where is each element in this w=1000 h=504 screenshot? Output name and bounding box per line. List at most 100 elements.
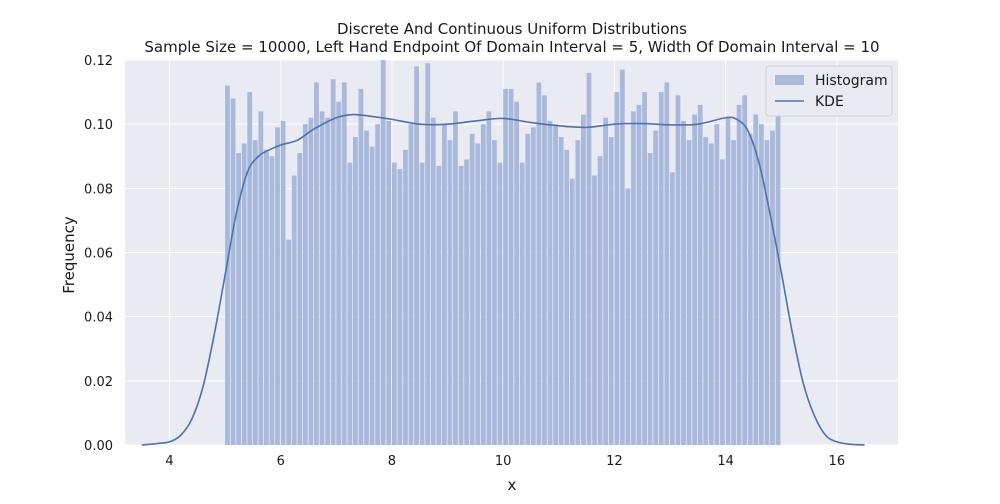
histogram-bar	[436, 165, 442, 445]
histogram-bar	[314, 82, 319, 445]
x-tick-label: 10	[495, 454, 512, 469]
histogram-bar	[230, 98, 236, 445]
histogram-bar	[441, 124, 447, 446]
histogram-bar	[714, 124, 720, 446]
histogram-bar	[697, 104, 703, 446]
histogram-bar	[675, 95, 681, 446]
histogram-bar	[302, 124, 308, 446]
histogram-bar	[619, 69, 625, 445]
x-tick-label: 6	[277, 454, 285, 469]
histogram-bar	[758, 124, 764, 446]
histogram-bar	[275, 127, 280, 445]
histogram-bar	[364, 130, 369, 446]
histogram-bar	[547, 120, 553, 445]
x-tick-label: 14	[717, 454, 734, 469]
histogram-bar	[653, 130, 659, 446]
chart-title: Discrete And Continuous Uniform Distribu…	[337, 20, 687, 38]
histogram-bar	[742, 95, 748, 446]
histogram-bar	[564, 149, 570, 446]
y-tick-label: 0.08	[84, 182, 113, 197]
histogram-bar	[492, 140, 497, 446]
histogram-bar	[486, 111, 492, 445]
histogram-bar	[764, 140, 770, 446]
histogram-bar	[319, 111, 325, 445]
histogram-bar	[291, 175, 297, 445]
histogram-bar	[497, 162, 503, 445]
histogram-bar	[569, 178, 575, 446]
histogram-bar	[269, 156, 275, 445]
histogram-bar	[681, 120, 686, 445]
histogram-bar	[519, 162, 525, 445]
x-tick-label: 8	[388, 454, 396, 469]
histogram-bar	[247, 92, 253, 445]
histogram-bar	[308, 117, 314, 445]
histogram-bar	[603, 117, 609, 445]
histogram-bar	[353, 137, 358, 445]
y-tick-labels: 0.00 0.02 0.04 0.06 0.08 0.10 0.12	[84, 54, 113, 454]
histogram-bar	[297, 153, 303, 445]
histogram-bar	[636, 104, 642, 446]
y-tick-label: 0.02	[84, 375, 113, 390]
histogram-bar	[386, 120, 392, 445]
histogram-bar	[453, 111, 458, 445]
histogram-bar	[525, 133, 531, 445]
histogram-bar	[369, 146, 375, 445]
histogram-bar	[597, 156, 603, 445]
histogram-bar	[542, 95, 547, 446]
histogram-bar	[664, 82, 670, 445]
histogram-bar	[536, 82, 542, 445]
histogram-bar	[631, 111, 636, 445]
histogram-bar	[647, 153, 653, 445]
histogram-bar	[558, 137, 564, 445]
histogram-bars	[225, 60, 781, 446]
histogram-bar	[608, 137, 614, 445]
histogram-bar	[747, 133, 753, 445]
histogram-bar	[397, 169, 403, 446]
histogram-bar	[642, 92, 647, 445]
histogram-bar	[669, 172, 675, 445]
histogram-bar	[514, 101, 520, 445]
y-tick-label: 0.04	[84, 311, 113, 326]
histogram-bar	[258, 111, 264, 445]
histogram-bar	[464, 159, 469, 446]
x-tick-label: 4	[165, 454, 173, 469]
histogram-bar	[280, 120, 286, 445]
legend-histogram-swatch	[775, 75, 804, 85]
histogram-bar	[753, 114, 759, 446]
histogram-bar	[341, 82, 347, 445]
x-tick-label: 16	[829, 454, 846, 469]
y-tick-label: 0.06	[84, 247, 113, 262]
histogram-bar	[725, 117, 731, 445]
histogram-bar	[553, 124, 558, 446]
histogram-bar	[325, 117, 330, 445]
histogram-bar	[419, 162, 425, 445]
histogram-bar	[736, 104, 742, 446]
x-tick-labels: 4 6 8 10 12 14 16	[165, 454, 845, 469]
histogram-bar	[425, 63, 431, 445]
histogram-bar	[375, 124, 381, 446]
histogram-bar	[403, 149, 408, 446]
histogram-bar	[347, 162, 353, 445]
histogram-bar	[703, 137, 709, 445]
histogram-bar	[469, 133, 475, 445]
histogram-bar	[241, 143, 247, 445]
histogram-bar	[236, 153, 241, 445]
histogram-bar	[414, 66, 419, 446]
histogram-bar	[770, 130, 775, 446]
histogram-bar	[530, 127, 536, 445]
histogram-bar	[508, 88, 514, 445]
y-axis-label: Frequency	[60, 216, 78, 294]
histogram-bar	[625, 188, 631, 446]
legend-histogram-label: Histogram	[815, 73, 888, 89]
chart-subtitle: Sample Size = 10000, Left Hand Endpoint …	[144, 38, 879, 56]
histogram-bar	[358, 88, 364, 445]
histogram-bar	[330, 79, 336, 445]
histogram-bar	[430, 117, 436, 445]
histogram-bar	[686, 140, 692, 446]
histogram-bar	[336, 101, 342, 445]
histogram-bar	[380, 60, 386, 445]
histogram-bar	[252, 140, 258, 446]
histogram-bar	[264, 149, 269, 446]
